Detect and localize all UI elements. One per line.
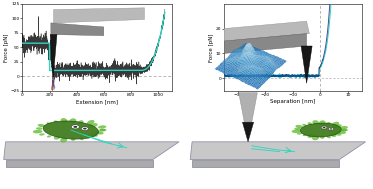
Polygon shape — [54, 8, 144, 23]
Ellipse shape — [337, 130, 346, 134]
Ellipse shape — [47, 135, 51, 138]
Ellipse shape — [70, 137, 75, 141]
Ellipse shape — [307, 134, 314, 138]
X-axis label: Extension [nm]: Extension [nm] — [76, 99, 118, 104]
Ellipse shape — [294, 128, 301, 130]
Polygon shape — [239, 93, 257, 122]
Ellipse shape — [339, 126, 348, 129]
Ellipse shape — [81, 127, 88, 130]
Polygon shape — [50, 35, 57, 81]
Ellipse shape — [323, 127, 326, 128]
Ellipse shape — [334, 132, 342, 136]
Polygon shape — [224, 21, 309, 41]
Ellipse shape — [329, 128, 333, 130]
Ellipse shape — [94, 131, 104, 135]
Ellipse shape — [72, 125, 79, 129]
Ellipse shape — [60, 137, 68, 143]
Y-axis label: Force [pN]: Force [pN] — [4, 33, 9, 61]
Ellipse shape — [312, 135, 319, 140]
Ellipse shape — [341, 129, 348, 131]
Polygon shape — [4, 142, 179, 160]
Polygon shape — [224, 34, 307, 53]
Ellipse shape — [295, 125, 303, 128]
Ellipse shape — [327, 135, 331, 138]
Ellipse shape — [330, 128, 332, 130]
Ellipse shape — [332, 122, 339, 126]
Ellipse shape — [79, 137, 84, 140]
Ellipse shape — [90, 133, 98, 137]
Ellipse shape — [100, 129, 107, 131]
Ellipse shape — [83, 128, 87, 129]
X-axis label: Separation [nm]: Separation [nm] — [270, 99, 316, 104]
Ellipse shape — [297, 132, 302, 135]
Ellipse shape — [46, 122, 51, 125]
Ellipse shape — [38, 124, 46, 127]
Ellipse shape — [43, 121, 98, 139]
Ellipse shape — [312, 120, 319, 125]
Polygon shape — [242, 122, 254, 142]
Ellipse shape — [98, 125, 106, 129]
Ellipse shape — [39, 133, 45, 136]
Ellipse shape — [33, 130, 43, 133]
Ellipse shape — [70, 118, 76, 123]
Polygon shape — [51, 23, 104, 36]
Ellipse shape — [85, 135, 91, 139]
Ellipse shape — [325, 122, 331, 126]
Ellipse shape — [36, 127, 43, 130]
Ellipse shape — [73, 126, 77, 128]
Ellipse shape — [303, 134, 307, 136]
Polygon shape — [6, 160, 153, 167]
Ellipse shape — [302, 124, 307, 126]
Ellipse shape — [54, 136, 60, 140]
Ellipse shape — [99, 129, 106, 131]
Polygon shape — [301, 46, 312, 83]
Ellipse shape — [330, 133, 336, 137]
Ellipse shape — [61, 118, 67, 123]
Ellipse shape — [54, 120, 59, 123]
Ellipse shape — [319, 120, 326, 125]
Ellipse shape — [78, 120, 84, 124]
Ellipse shape — [341, 129, 347, 131]
Ellipse shape — [300, 123, 341, 137]
Ellipse shape — [320, 135, 325, 139]
Ellipse shape — [87, 120, 95, 124]
Ellipse shape — [308, 122, 312, 125]
Ellipse shape — [321, 126, 327, 129]
Ellipse shape — [332, 124, 342, 129]
Ellipse shape — [88, 123, 98, 127]
Ellipse shape — [292, 129, 301, 133]
Polygon shape — [192, 160, 339, 167]
Polygon shape — [190, 142, 366, 160]
Y-axis label: Force [pN]: Force [pN] — [209, 33, 214, 61]
